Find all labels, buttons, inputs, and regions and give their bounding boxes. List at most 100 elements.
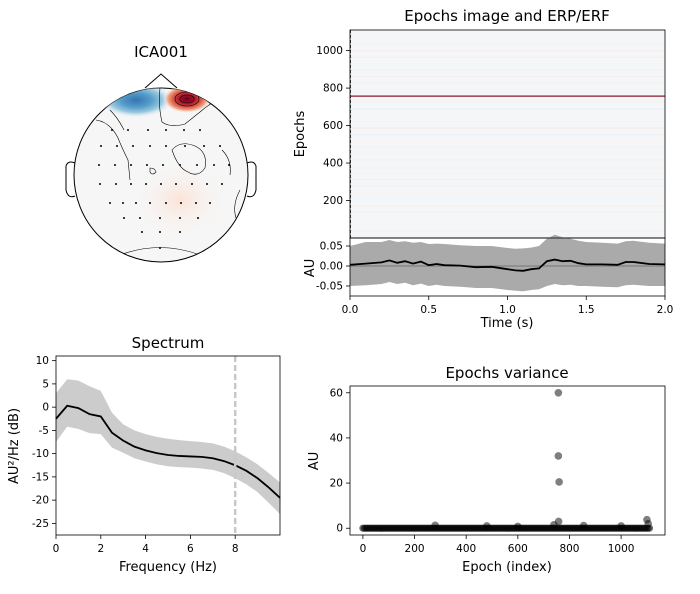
spectrum-xtick-label: 2 <box>97 543 104 555</box>
spectrum-ytick-label: 0 <box>42 402 49 414</box>
spectrum-xtick-label: 6 <box>187 543 194 555</box>
variance-ytick-label: 40 <box>330 432 343 444</box>
spectrum-mean-line <box>55 404 281 499</box>
spectrum-ytick-label: 5 <box>42 378 49 390</box>
variance-ytick-label: 20 <box>330 478 343 490</box>
epochs-image-title: Epochs image and ERP/ERF <box>404 7 610 25</box>
sensor-marker <box>175 183 177 185</box>
variance-point <box>555 478 563 486</box>
sensor-marker <box>221 183 223 185</box>
sensor-marker <box>179 217 181 219</box>
spectrum-ytick-label: -25 <box>32 518 49 530</box>
variance-xtick-label: 400 <box>456 543 476 555</box>
erp-xtick-label: 1.5 <box>578 304 595 316</box>
sensor-marker <box>116 145 118 147</box>
topomap-contour <box>221 149 231 176</box>
variance-xtick-label: 200 <box>405 543 425 555</box>
variance-xtick-label: 800 <box>559 543 579 555</box>
topomap-negative-peak <box>98 88 174 118</box>
sensor-marker <box>160 183 162 185</box>
spectrum-xlabel: Frequency (Hz) <box>119 560 217 575</box>
sensor-marker <box>111 129 113 131</box>
sensor-marker <box>139 217 141 219</box>
variance-point <box>554 452 563 460</box>
erp-ytick-label: -0.05 <box>316 281 343 293</box>
variance-panel: Epochs variance 0 200 400 600 800 1000 0 20 40 60… <box>307 364 666 575</box>
erp-xtick-label: 0.0 <box>342 304 359 316</box>
variance-point <box>483 522 491 530</box>
sensor-marker <box>132 145 134 147</box>
variance-ytick-label: 60 <box>330 387 343 399</box>
spectrum-ytick-label: -10 <box>32 448 49 460</box>
sensor-marker <box>145 183 147 185</box>
variance-xtick-label: 1000 <box>608 543 635 555</box>
topomap-title: ICA001 <box>134 43 188 61</box>
head-ear-right <box>246 161 257 198</box>
erp-ylabel: AU <box>303 259 318 277</box>
topomap-contour <box>149 167 157 175</box>
sensor-marker <box>179 164 181 166</box>
epochs-image-ylabel: Epochs <box>293 110 308 157</box>
spectrum-ytick-label: 10 <box>36 355 49 367</box>
sensor-marker <box>159 217 161 219</box>
sensor-marker <box>127 129 129 131</box>
sensor-marker <box>146 164 148 166</box>
sensor-marker <box>165 129 167 131</box>
sensor-marker <box>195 202 197 204</box>
variance-point <box>514 522 522 531</box>
erp-xlabel: Time (s) <box>480 316 534 331</box>
sensor-marker <box>149 202 151 204</box>
erp-xtick-label: 1.0 <box>499 304 516 316</box>
epochs-image-ytick-label: 800 <box>323 83 343 95</box>
variance-point <box>554 388 563 397</box>
variance-title: Epochs variance <box>445 364 568 382</box>
sensor-marker <box>98 164 100 166</box>
sensor-marker <box>184 145 186 147</box>
sensor-markers <box>98 129 230 249</box>
sensor-marker <box>213 164 215 166</box>
sensor-marker <box>122 202 124 204</box>
sensor-marker <box>165 145 167 147</box>
sensor-marker <box>199 129 201 131</box>
topomap-contour-ring <box>179 94 195 104</box>
sensor-marker <box>191 183 193 185</box>
spectrum-xtick-label: 0 <box>53 543 60 555</box>
sensor-marker <box>123 217 125 219</box>
epochs-image-area <box>350 30 665 238</box>
topomap-contour <box>95 119 131 181</box>
variance-point <box>431 521 440 530</box>
sensor-marker <box>100 145 102 147</box>
topomap-contour <box>109 109 125 131</box>
sensor-marker <box>165 202 167 204</box>
variance-ylabel: AU <box>307 452 322 470</box>
erp-confidence-band <box>350 234 665 292</box>
variance-xlabel: Epoch (index) <box>462 560 552 575</box>
epochs-image-ytick-label: 200 <box>323 195 343 207</box>
variance-point <box>644 519 653 528</box>
topomap-faint-region <box>130 160 230 240</box>
spectrum-ytick-label: -5 <box>39 425 49 437</box>
erp-ytick-label: 0.00 <box>320 261 343 273</box>
head-nose <box>144 73 178 89</box>
sensor-marker <box>196 164 198 166</box>
sensor-marker <box>135 202 137 204</box>
topomap-contour-ring <box>174 91 200 107</box>
sensor-marker <box>109 202 111 204</box>
erp-xtick-label: 2.0 <box>657 304 674 316</box>
topomap-panel: ICA001 <box>65 43 257 263</box>
erp-mean-line <box>349 258 666 272</box>
spectrum-title: Spectrum <box>132 334 205 352</box>
erp-ytick-label: 0.05 <box>320 241 343 253</box>
variance-ytick-label: 0 <box>336 523 343 535</box>
sensor-marker <box>219 145 221 147</box>
sensor-marker <box>228 164 230 166</box>
spectrum-ytick-label: -20 <box>32 495 49 507</box>
sensor-marker <box>99 183 101 185</box>
sensor-marker <box>130 183 132 185</box>
epochs-image-ytick-label: 600 <box>323 120 343 132</box>
sensor-marker <box>183 129 185 131</box>
head-ear-left <box>65 161 76 198</box>
topomap-contour <box>171 143 206 175</box>
sensor-marker <box>115 183 117 185</box>
